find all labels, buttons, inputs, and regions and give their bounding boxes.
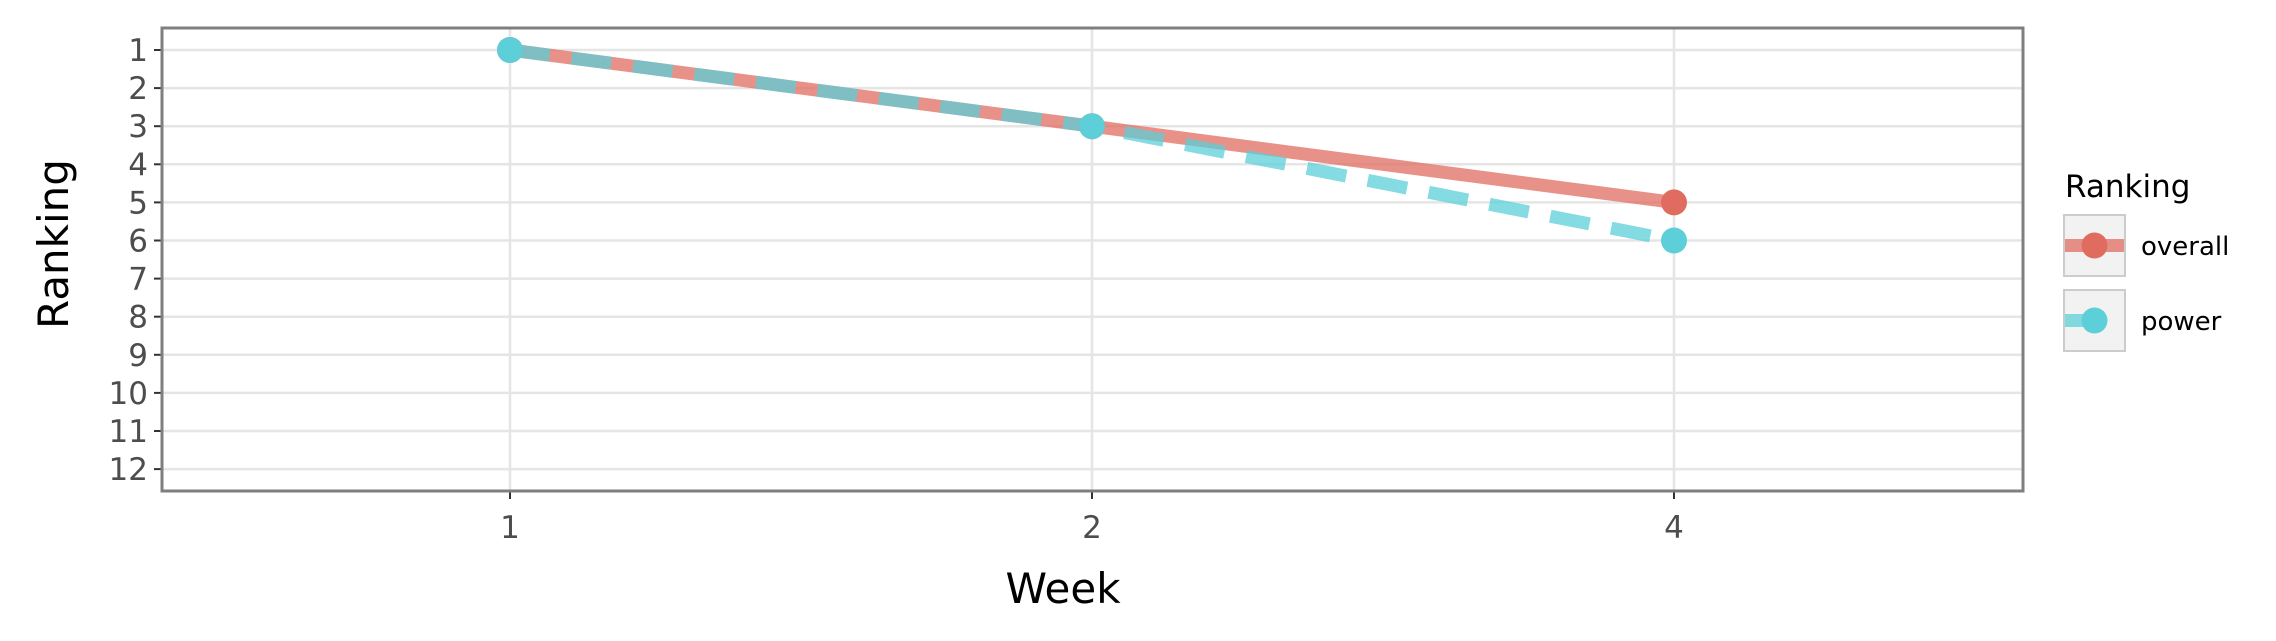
x-axis-title: Week	[1005, 564, 1121, 613]
point-power	[1661, 227, 1687, 254]
legend-items: overall power	[2063, 214, 2229, 352]
y-tick-label: 5	[128, 185, 148, 221]
y-tick-label: 11	[109, 414, 148, 450]
x-tick-label: 2	[1082, 510, 1102, 546]
point-power	[1079, 113, 1105, 140]
legend-label-overall: overall	[2141, 232, 2229, 262]
y-tick-label: 1	[128, 33, 148, 69]
point-power	[497, 37, 523, 63]
y-tick-label: 9	[128, 338, 148, 374]
point-overall	[1661, 189, 1687, 216]
plot-border	[160, 26, 2025, 493]
legend-label-power: power	[2141, 307, 2222, 337]
legend-title: Ranking	[2065, 169, 2190, 205]
y-tick-label: 3	[128, 109, 148, 145]
legend-point-power	[2081, 307, 2108, 334]
y-tick-label: 4	[128, 147, 148, 183]
x-tick-label: 4	[1664, 510, 1684, 546]
y-tick-label: 2	[128, 71, 148, 107]
legend-point-overall	[2081, 232, 2108, 259]
y-tick-label: 10	[109, 376, 148, 412]
y-tick-label: 7	[128, 262, 148, 298]
x-tick-label: 1	[500, 510, 520, 546]
y-tick-label: 8	[128, 300, 148, 336]
legend: Ranking overall power	[2063, 169, 2229, 352]
y-tick-label: 6	[128, 224, 148, 260]
y-axis-title: Ranking	[29, 159, 78, 329]
grid-layer	[162, 28, 2023, 491]
series-layer	[497, 37, 1687, 254]
y-tick-label: 12	[109, 452, 148, 488]
